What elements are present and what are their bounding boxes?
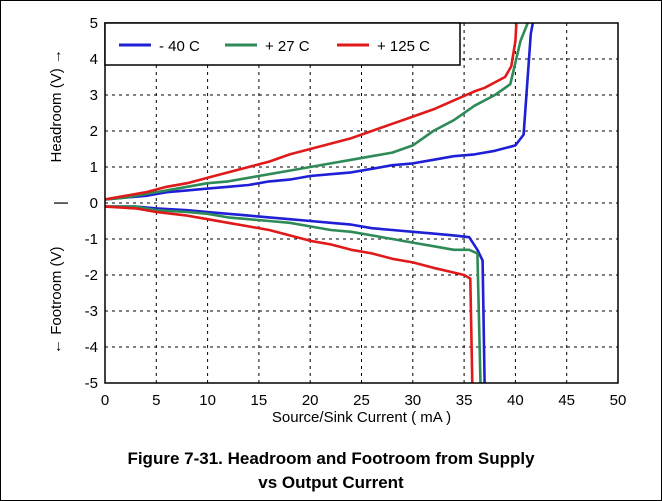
legend: - 40 C + 27 C + 125 C: [104, 22, 461, 66]
legend-label: + 27 C: [265, 38, 310, 55]
series-footroom-line-27c: [105, 205, 482, 384]
caption-line-1: Figure 7-31. Headroom and Footroom from …: [127, 449, 535, 468]
x-tick-label: 30: [404, 392, 421, 409]
x-tick-label: 0: [101, 392, 109, 409]
series-footroom-line-40c: [105, 205, 486, 384]
x-tick-label: 45: [558, 392, 575, 409]
y-tick-label: 1: [90, 159, 98, 176]
legend-box: [104, 22, 461, 66]
legend-label: + 125 C: [377, 38, 430, 55]
x-tick-label: 35: [456, 392, 473, 409]
y-axis-label-separator: |: [52, 201, 69, 205]
y-tick-label: 4: [90, 51, 98, 68]
y-tick-label: -3: [85, 303, 98, 320]
series-headroom-line-125c: [104, 22, 518, 201]
y-tick-label: 2: [90, 123, 98, 140]
y-tick-label: -4: [85, 339, 98, 356]
x-tick-label: 20: [302, 392, 319, 409]
series-headroom-line-27c: [104, 22, 529, 201]
x-tick-label: 5: [152, 392, 160, 409]
series-footroom-line-125c: [104, 205, 474, 384]
y-tick-label: 0: [90, 195, 98, 212]
y-axis-label-footroom: ← Footroom (V): [48, 246, 65, 354]
y-tick-label: 5: [90, 15, 98, 32]
y-tick-label: -2: [85, 267, 98, 284]
x-tick-label: 40: [507, 392, 524, 409]
y-tick-label: 3: [90, 87, 98, 104]
figure-caption: Figure 7-31. Headroom and Footroom from …: [1, 447, 661, 495]
x-tick-label: 50: [610, 392, 627, 409]
grid: [105, 23, 618, 383]
x-tick-label: 25: [353, 392, 370, 409]
y-axis-label-headroom: Headroom (V) →: [48, 49, 65, 162]
y-tick-label: -5: [85, 375, 98, 392]
x-tick-label: 15: [251, 392, 268, 409]
y-tick-label: -1: [85, 231, 98, 248]
series-lines: [104, 22, 535, 384]
x-axis-label: Source/Sink Current ( mA ): [272, 409, 451, 426]
x-tick-label: 10: [199, 392, 216, 409]
legend-label: - 40 C: [159, 38, 200, 55]
caption-line-2: vs Output Current: [258, 473, 404, 492]
series-headroom-line-40c: [104, 22, 535, 201]
